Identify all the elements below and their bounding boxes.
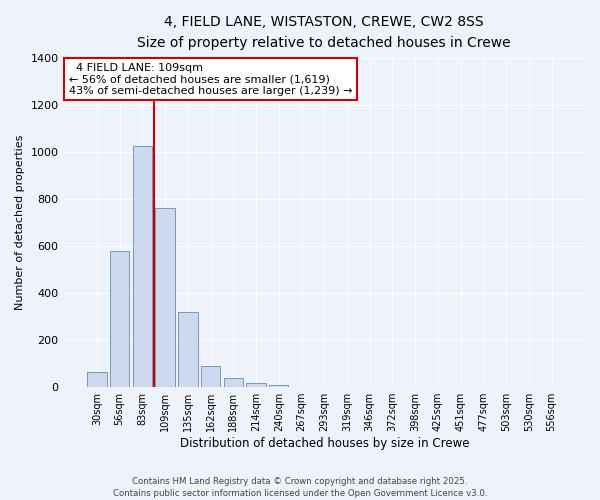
Bar bbox=[87, 372, 107, 387]
Bar bbox=[224, 378, 243, 387]
Bar bbox=[133, 146, 152, 387]
Text: Contains HM Land Registry data © Crown copyright and database right 2025.
Contai: Contains HM Land Registry data © Crown c… bbox=[113, 476, 487, 498]
Y-axis label: Number of detached properties: Number of detached properties bbox=[15, 135, 25, 310]
Bar bbox=[178, 312, 197, 387]
Bar bbox=[110, 250, 130, 387]
Bar bbox=[269, 386, 289, 387]
Bar bbox=[247, 383, 266, 387]
Bar bbox=[155, 208, 175, 387]
Bar bbox=[201, 366, 220, 387]
Text: 4 FIELD LANE: 109sqm
← 56% of detached houses are smaller (1,619)
43% of semi-de: 4 FIELD LANE: 109sqm ← 56% of detached h… bbox=[69, 62, 352, 96]
Bar bbox=[292, 386, 311, 387]
Title: 4, FIELD LANE, WISTASTON, CREWE, CW2 8SS
Size of property relative to detached h: 4, FIELD LANE, WISTASTON, CREWE, CW2 8SS… bbox=[137, 15, 511, 50]
X-axis label: Distribution of detached houses by size in Crewe: Distribution of detached houses by size … bbox=[179, 437, 469, 450]
